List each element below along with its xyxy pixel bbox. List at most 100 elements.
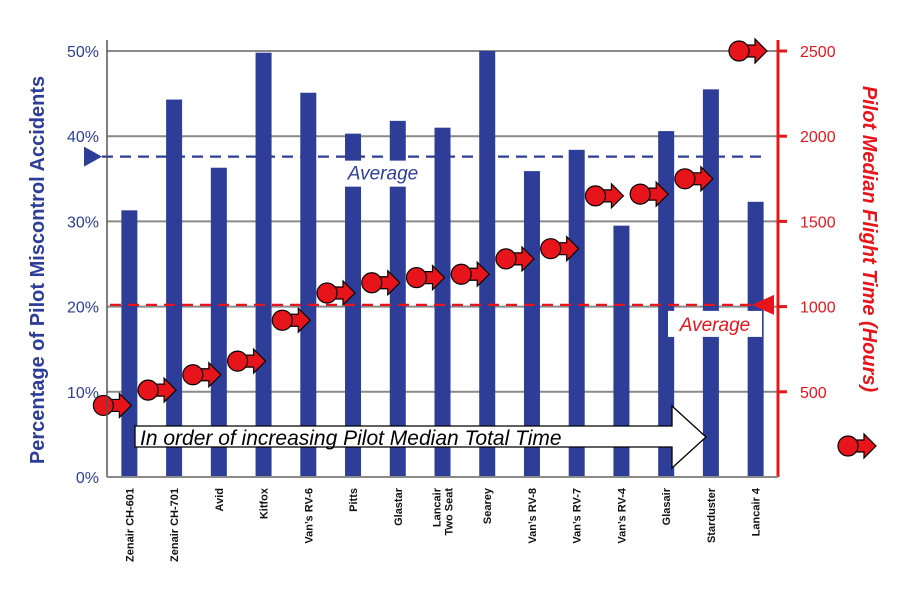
bar [255,52,272,477]
category-label: Zenair CH-701 [169,488,181,562]
marker-circle [495,248,517,270]
category-label-line: Zenair CH-701 [169,488,181,562]
flight-time-marker [674,165,714,193]
legend-marker [837,432,877,460]
right-tick-label: 1000 [800,300,836,317]
category-label: Lancair Two Seat [432,487,456,535]
category-label: Glastar [393,487,405,526]
average-pointer-hours [752,294,774,315]
banner-text: In order of increasing Pilot Median Tota… [140,427,562,450]
category-label-line: Starduster [706,487,718,543]
category-label-line: Van’s RV-7 [572,488,584,544]
category-label-line: Lancair 4 [751,487,763,536]
average-label-bg-hours [668,310,762,337]
category-label: Searey [482,487,494,524]
marker-circle [540,238,562,260]
axis-top-marker [728,37,768,65]
order-banner: In order of increasing Pilot Median Tota… [134,404,707,470]
category-label: Van’s RV-8 [527,488,539,544]
category-label: Pitts [348,488,360,512]
right-tick-label: 1500 [800,214,836,231]
flight-time-marker [226,347,267,375]
average-label-hours: Average [679,315,750,336]
bar [702,89,719,477]
left-tick-label: 20% [67,300,99,317]
bar [210,167,227,477]
flight-time-marker [405,264,446,292]
flight-time-marker [495,245,535,273]
category-label: Van’s RV-6 [303,488,315,544]
category-label-line: Zenair CH-601 [124,488,136,562]
flight-time-marker [182,361,222,389]
marker-circle [584,185,607,207]
flight-time-marker [137,376,177,404]
marker-circle [728,40,750,62]
flight-time-markers [92,37,877,460]
category-label: Starduster [706,487,718,543]
category-label: Van’s RV-7 [572,488,584,544]
right-tick-label: 2000 [800,129,836,146]
left-tick-label: 0% [76,470,99,487]
category-label: Kitfox [259,487,271,519]
bar [479,51,496,477]
bars [121,51,764,478]
category-label-line: Van’s RV-8 [527,488,539,544]
bar [523,171,540,477]
banner-arrow-shape [134,404,707,470]
labels: 0% 10% 20% 30% 40% 50% 500 1000 1500 2000 2500 Zena… [27,44,880,562]
category-label-line: Searey [482,487,494,524]
marker-circle [92,394,114,417]
marker-circle [226,350,249,372]
right-tick-label: 2500 [800,44,836,61]
category-label-line: Two Seat [444,488,456,536]
category-label-line: Lancair [432,487,444,527]
bar [613,225,630,477]
right-tick-label: 500 [800,385,827,402]
category-label: Lancair 4 [751,487,763,536]
flight-time-marker [540,235,580,263]
category-label-line: Van’s RV-6 [303,488,315,544]
category-label: Zenair CH-601 [124,488,136,562]
category-label-line: Glastar [393,487,405,526]
average-label-percent: Average [347,164,418,185]
left-tick-label: 40% [67,129,99,146]
category-label-line: Avid [214,488,226,511]
bar [747,201,764,477]
flight-time-marker [361,269,401,297]
average-lines: Average Average [84,146,774,337]
average-pointer-percent [84,146,102,167]
marker-circle [405,267,428,289]
marker-circle [629,183,651,205]
marker-circle [450,263,472,285]
left-tick-label: 30% [67,214,99,231]
marker-circle [316,282,338,304]
left-axis-title: Percentage of Pilot Miscontrol Accidents [27,76,49,464]
marker-circle [182,364,204,386]
flight-time-marker [629,180,670,208]
right-axis-title: Pilot Median Flight Time (Hours) [858,86,880,393]
category-label-line: Van’s RV-4 [616,487,628,544]
flight-time-marker [92,391,133,419]
marker-circle [271,309,293,331]
marker-circle [361,272,383,294]
left-tick-label: 10% [67,385,99,402]
category-label: Avid [214,488,226,511]
category-label-line: Kitfox [259,487,271,519]
category-label-line: Pitts [348,488,360,512]
bar [658,131,675,477]
bar [434,127,451,478]
marker-circle [674,168,696,190]
category-label-line: Glasair [661,487,673,525]
marker-circle [837,435,859,457]
average-label-bg-percent [336,160,430,187]
bar [568,149,585,477]
flight-time-marker [316,279,356,307]
flight-time-marker [450,260,491,288]
bar [300,92,317,478]
flight-time-marker [584,182,625,210]
marker-circle [137,379,159,401]
category-label: Van’s RV-4 [616,487,628,544]
left-tick-label: 50% [67,44,99,61]
bar [389,120,406,477]
